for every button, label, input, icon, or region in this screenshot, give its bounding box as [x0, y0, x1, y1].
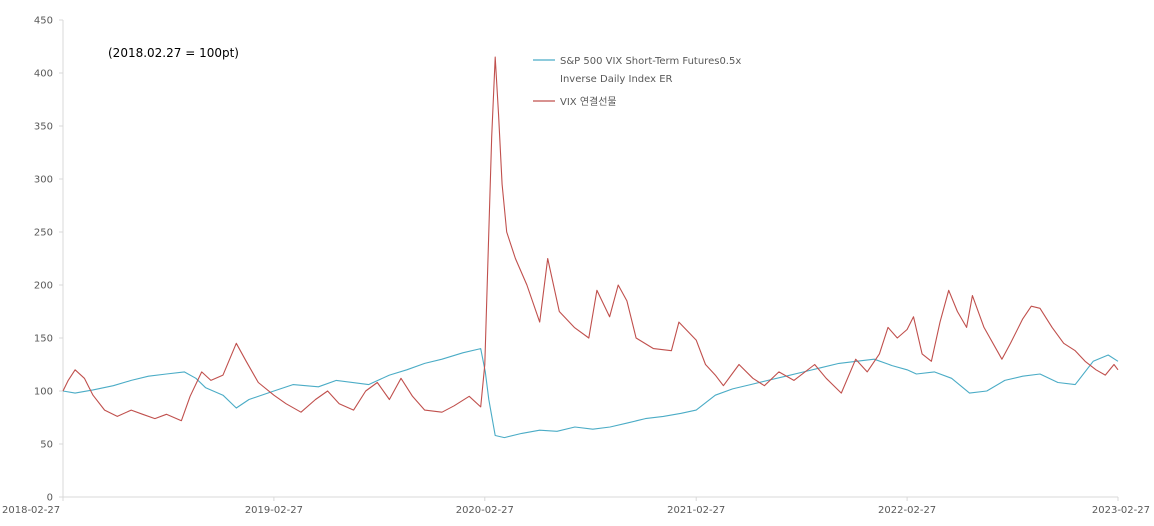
legend-label-series-2: VIX 연결선물: [560, 96, 617, 108]
x-tick-label: 2022-02-27: [878, 505, 936, 516]
y-tick-label: 250: [34, 228, 53, 239]
series-line-2: [62, 56, 1119, 422]
legend: S&P 500 VIX Short-Term Futures0.5x Inver…: [533, 56, 741, 108]
y-tick-label: 50: [40, 440, 53, 451]
x-tick-label: 2020-02-27: [456, 505, 514, 516]
legend-label-series-1-line2: Inverse Daily Index ER: [560, 74, 673, 85]
y-tick-label: 100: [34, 387, 53, 398]
y-tick-label: 150: [34, 334, 53, 345]
legend-label-series-1: S&P 500 VIX Short-Term Futures0.5x: [560, 56, 741, 67]
y-tick-label: 400: [34, 69, 53, 80]
x-tick-label: 2019-02-27: [245, 505, 303, 516]
y-tick-label: 0: [47, 493, 53, 504]
x-tick-label: 2021-02-27: [667, 505, 725, 516]
y-axis: 0 50 100 150 200 250 300 350 400 450: [34, 16, 64, 504]
y-tick-label: 300: [34, 175, 53, 186]
y-tick-label: 450: [34, 16, 53, 27]
y-tick-label: 350: [34, 122, 53, 133]
x-tick-label: 2023-02-27: [1092, 505, 1150, 516]
x-tick-label: 2018-02-27: [2, 505, 60, 516]
series-line-1: [62, 348, 1119, 439]
chart-annotation: (2018.02.27 = 100pt): [108, 46, 239, 60]
series-layer: [62, 56, 1119, 439]
x-axis: 2018-02-27 2019-02-27 2020-02-27 2021-02-27…: [2, 496, 1150, 516]
y-tick-label: 200: [34, 281, 53, 292]
